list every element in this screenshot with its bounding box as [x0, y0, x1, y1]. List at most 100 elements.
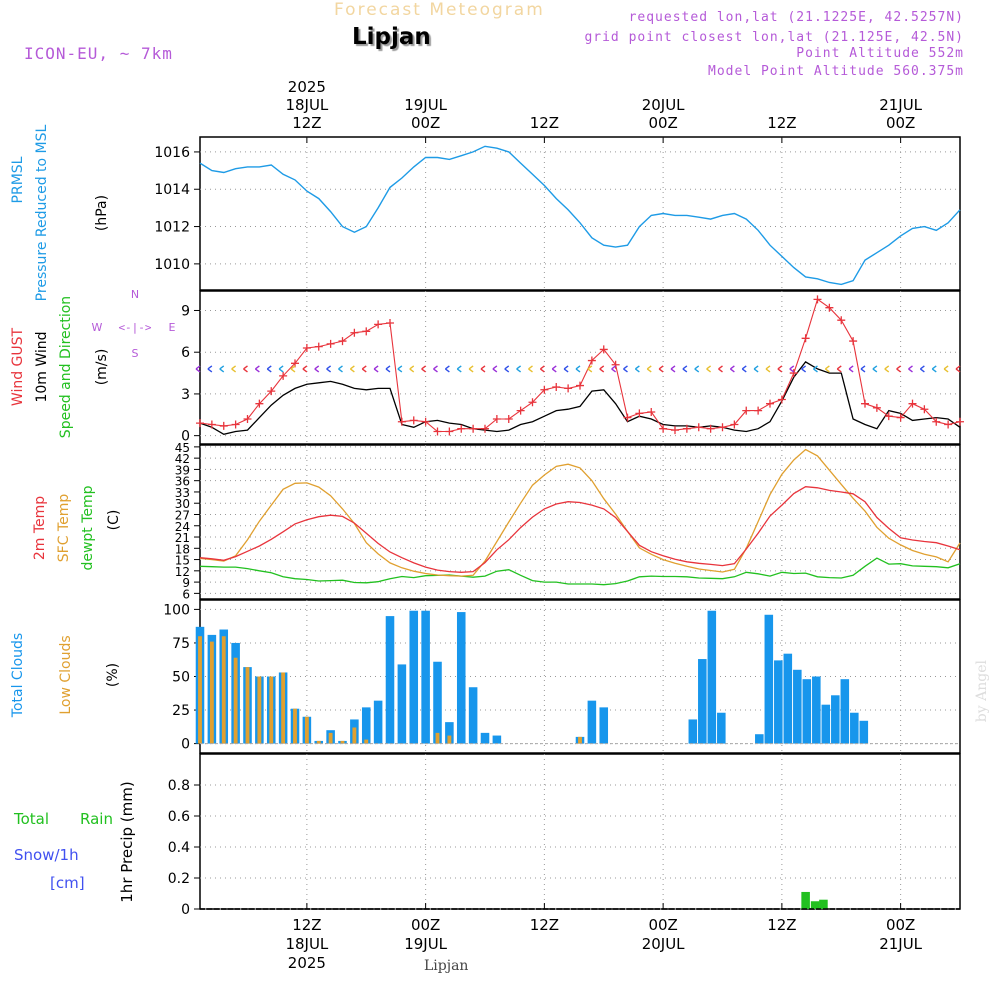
point-altitude: Point Altitude 552m: [796, 46, 964, 61]
wind-direction-marker: [646, 365, 652, 373]
wind-direction-marker: [480, 365, 486, 373]
gust-point-marker: [706, 424, 715, 433]
gust-point-marker: [742, 406, 751, 415]
total-clouds-bar: [717, 712, 726, 744]
ytick-label-temperature: 24: [175, 520, 190, 534]
total-clouds-bar: [397, 664, 407, 744]
ytick-label-wind: 0: [181, 429, 190, 445]
total-clouds-bar: [764, 614, 774, 744]
gust-point-marker: [397, 417, 406, 426]
gust-point-marker: [813, 295, 822, 304]
pressure-unit-label: (hPa): [94, 195, 110, 231]
gust-point-marker: [956, 417, 964, 426]
snow-label: Snow/1h: [14, 846, 79, 864]
total-clouds-bar: [421, 610, 430, 744]
wind-direction-marker: [385, 365, 391, 373]
ytick-label-temperature: 12: [175, 565, 190, 579]
wind-unit-label: (m/s): [94, 349, 110, 386]
wind-direction-marker: [397, 365, 403, 373]
gust-point-marker: [647, 408, 656, 417]
wind-dir-ylabel: Speed and Direction: [58, 296, 74, 438]
total-clouds-bar: [707, 610, 717, 744]
gust-point-marker: [825, 303, 834, 312]
wind-direction-marker: [326, 365, 332, 373]
gust-point-marker: [326, 339, 335, 348]
low-clouds-bar: [269, 676, 274, 744]
gust-point-marker: [386, 318, 394, 327]
gust-point-marker: [243, 414, 252, 423]
ytick-label-temperature: 33: [175, 486, 190, 500]
requested-coords: requested lon,lat (21.1225E, 42.5257N): [628, 10, 964, 25]
gust-point-marker: [587, 356, 596, 365]
rain-bar: [801, 891, 810, 909]
wind-direction-marker: [290, 365, 296, 373]
gust-point-marker: [635, 409, 644, 418]
total-rain-label: Rain: [80, 810, 113, 828]
ytick-label-wind: 3: [181, 387, 190, 403]
credit-watermark: by Angel: [974, 660, 990, 723]
wind-direction-marker: [860, 365, 866, 373]
gust-point-marker: [682, 424, 691, 433]
ytick-label-temperature: 27: [175, 508, 190, 522]
ytick-label-temperature: 18: [175, 542, 190, 556]
wind-direction-marker: [682, 365, 688, 373]
low-clouds-bar: [578, 736, 582, 744]
gust-point-marker: [920, 405, 929, 414]
gust-series-line: [199, 298, 961, 433]
wind-direction-marker: [504, 365, 510, 373]
ytick-label-clouds: 0: [181, 737, 190, 753]
wind-direction-marker: [421, 365, 427, 373]
ytick-label-precip: 0.6: [168, 809, 190, 825]
ytick-label-clouds: 25: [172, 703, 190, 719]
wind-direction-marker: [528, 365, 533, 373]
ytick-label-clouds: 75: [172, 636, 190, 652]
bottom-time-label: 12Z: [767, 916, 796, 934]
bottom-time-label: 00Z: [411, 916, 440, 934]
t2m-series-line: [199, 486, 961, 573]
wind-direction-marker: [872, 365, 878, 373]
gust-point-marker: [777, 395, 786, 404]
bottom-time-label: 21JUL: [879, 935, 922, 953]
gust-point-marker: [302, 344, 311, 353]
gust-point-marker: [255, 399, 264, 408]
wind-direction-marker: [789, 365, 795, 373]
gust-point-marker: [409, 416, 418, 425]
compass-n-label: N: [131, 288, 139, 301]
wind-direction-marker: [753, 365, 759, 373]
pressure-ylabel: PRMSL: [10, 156, 26, 203]
ytick-label-pressure: 1014: [154, 182, 190, 198]
sfc-temp-series-line: [199, 448, 961, 577]
gust-point-marker: [219, 421, 228, 430]
low-clouds-bar: [364, 739, 369, 744]
footer-location: Lipjan: [424, 958, 469, 974]
wind-direction-marker: [813, 365, 818, 373]
gust-point-marker: [872, 403, 881, 412]
wind-direction-marker: [563, 365, 569, 373]
low-clouds-bar: [198, 636, 202, 744]
low-clouds-ylabel: Low Clouds: [58, 635, 74, 714]
total-clouds-bar: [698, 659, 707, 744]
total-clouds-bar: [859, 720, 869, 744]
wind-direction-marker: [456, 365, 462, 373]
total-clouds-bar: [480, 732, 490, 744]
top-time-label: 12Z: [292, 114, 321, 132]
panel-frame-temperature: [199, 444, 961, 600]
wind-direction-marker: [278, 365, 284, 373]
wind-direction-marker: [955, 365, 961, 373]
gust-point-marker: [789, 369, 798, 378]
rain-bar: [810, 901, 820, 909]
pressure-series-line: [199, 145, 961, 286]
compass-arrow-label: <-|->: [118, 321, 151, 334]
gust-point-marker: [659, 424, 668, 433]
total-clouds-bar: [802, 679, 812, 744]
ytick-label-wind: 6: [181, 345, 190, 361]
total-clouds-bar: [385, 616, 395, 744]
wind-direction-marker: [444, 365, 450, 373]
low-clouds-bar: [293, 708, 297, 744]
total-clouds-bar: [456, 612, 466, 744]
bottom-time-label: 12Z: [530, 916, 559, 934]
gust-point-marker: [231, 420, 240, 429]
gust-point-marker: [766, 399, 774, 408]
gust-point-marker: [849, 337, 858, 346]
gust-point-marker: [599, 345, 608, 354]
